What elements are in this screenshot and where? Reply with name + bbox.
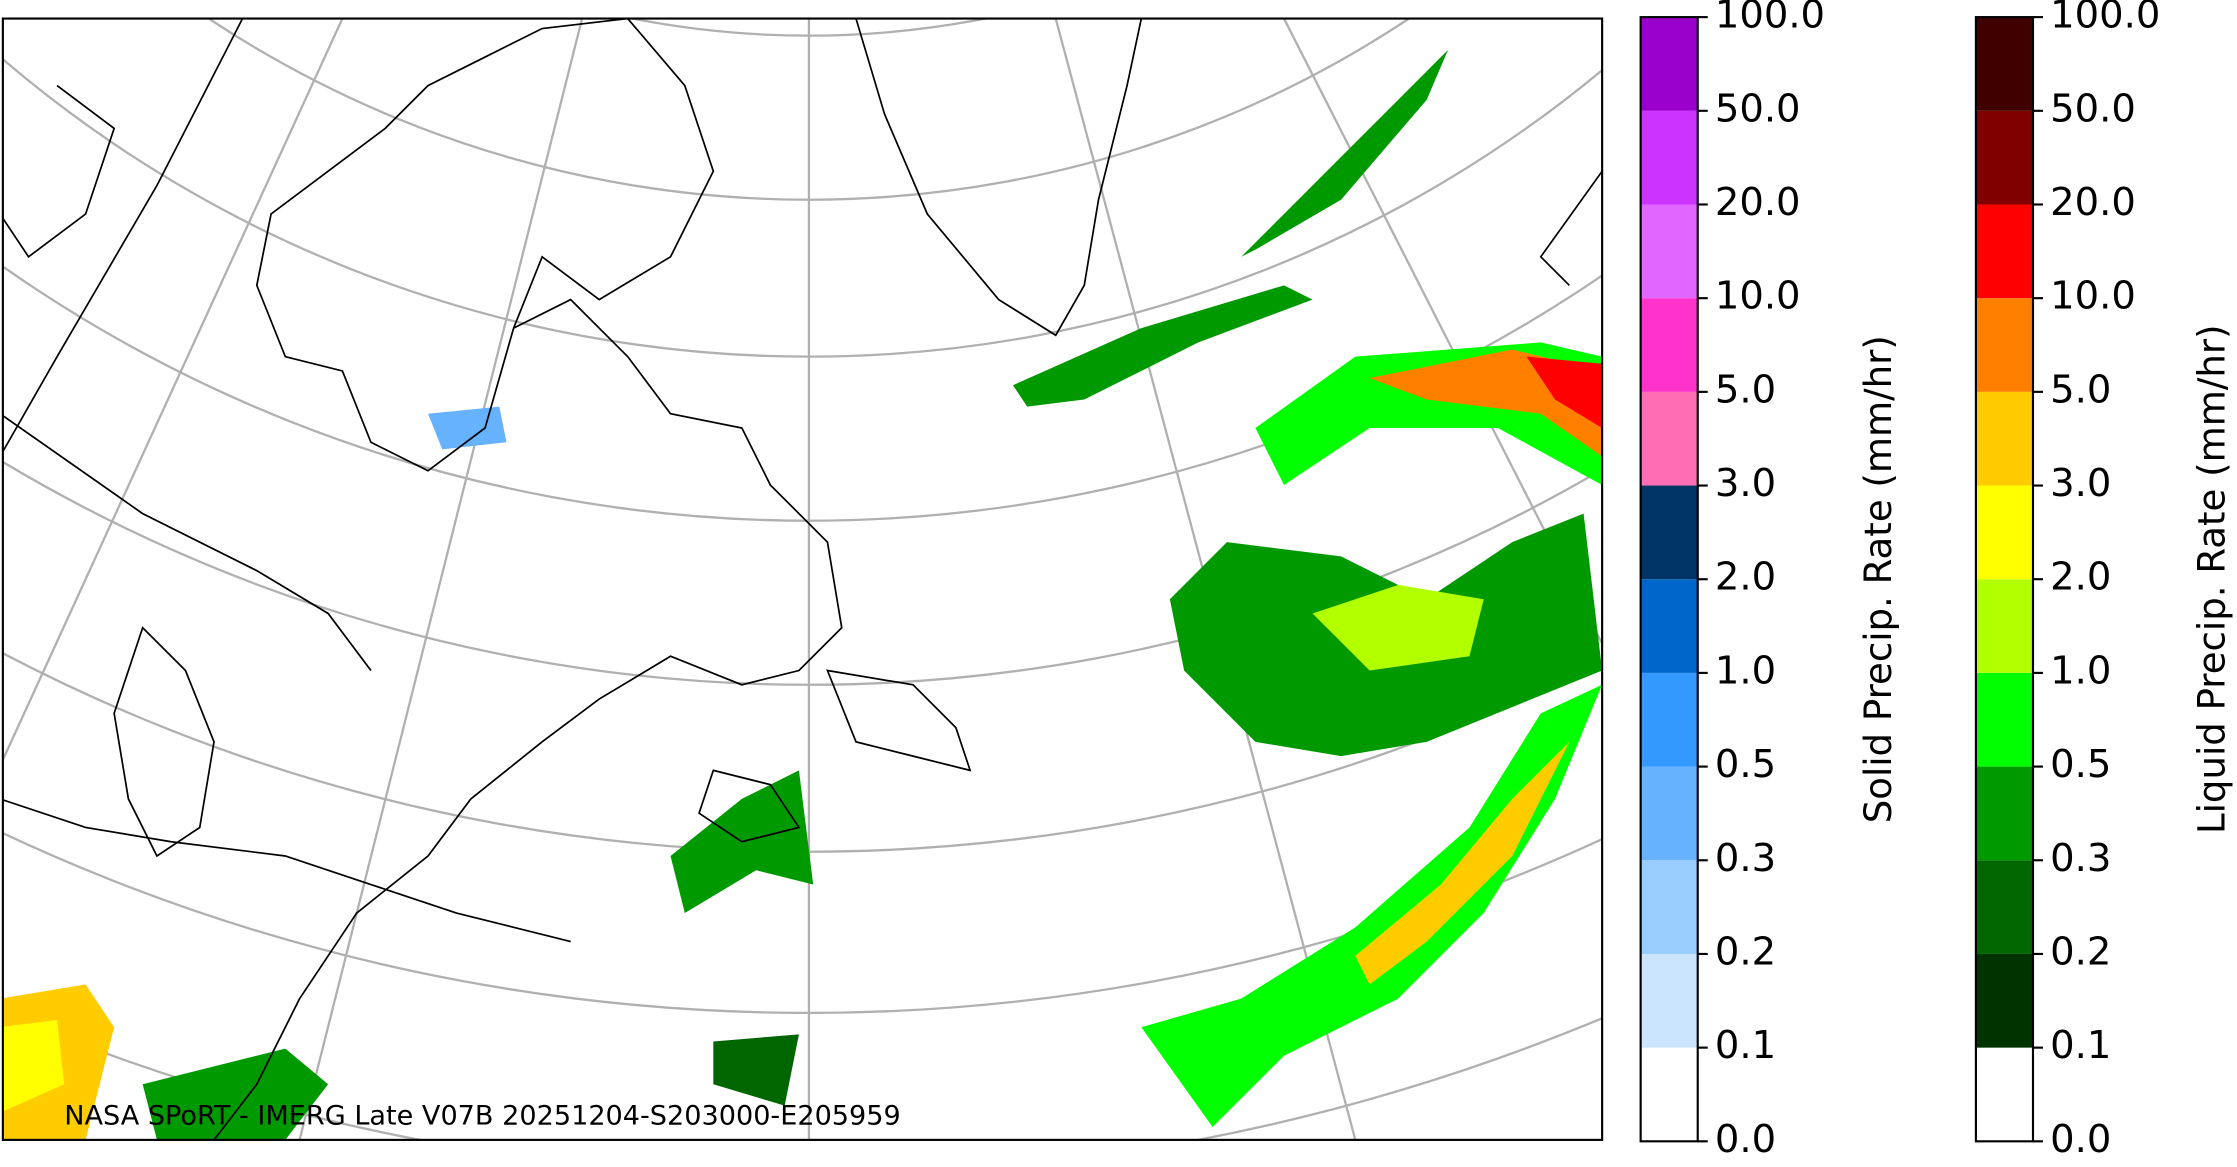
colorbar-segment bbox=[1640, 204, 1698, 299]
coastline bbox=[698, 769, 801, 843]
colorbar-tick-label: 0.0 bbox=[2050, 1117, 2111, 1162]
rain-area bbox=[142, 1048, 329, 1140]
colorbar-segment bbox=[1640, 17, 1698, 111]
map-caption: NASA SPoRT - IMERG Late V07B 20251204-S2… bbox=[64, 1101, 901, 1132]
coastline bbox=[2, 84, 116, 259]
colorbar-tick-label: 1.0 bbox=[2050, 648, 2111, 693]
colorbar-segment bbox=[1975, 110, 2033, 205]
colorbar-segment bbox=[1975, 485, 2033, 580]
coastline bbox=[826, 669, 972, 772]
colorbar-segment bbox=[1640, 579, 1698, 673]
rain-area bbox=[1012, 285, 1313, 407]
colorbar-segment bbox=[1640, 766, 1698, 861]
colorbar-segment bbox=[1640, 672, 1698, 767]
colorbar-tick-label: 10.0 bbox=[1715, 274, 1801, 319]
colorbar-tick-label: 10.0 bbox=[2050, 274, 2136, 319]
colorbar-tick-label: 20.0 bbox=[1715, 180, 1801, 225]
colorbar-segment bbox=[1640, 391, 1698, 486]
colorbar-label: Solid Precip. Rate (mm/hr) bbox=[1857, 335, 1900, 823]
meridian bbox=[298, 18, 584, 1140]
colorbar-tick-label: 0.0 bbox=[1715, 1117, 1776, 1162]
rain-area bbox=[1355, 741, 1570, 985]
colorbar-segment bbox=[1975, 1047, 2033, 1142]
colorbar-segment bbox=[1975, 953, 2033, 1048]
colorbar-tick-label: 3.0 bbox=[2050, 461, 2111, 506]
colorbar-tick-label: 5.0 bbox=[1715, 367, 1776, 412]
colorbar-tick-label: 0.5 bbox=[1715, 742, 1776, 787]
border bbox=[2, 798, 571, 943]
colorbar-segment bbox=[1975, 579, 2033, 673]
colorbar-segment bbox=[1975, 204, 2033, 299]
map-frame bbox=[1, 17, 1604, 1141]
rain-area bbox=[1526, 356, 1603, 428]
colorbar-tick-label: 2.0 bbox=[1715, 555, 1776, 600]
colorbar-tick-label: 50.0 bbox=[1715, 86, 1801, 131]
colorbar-segment bbox=[1975, 298, 2033, 392]
colorbars: 0.0 0.1 0.2 0.3 0.5 1.0 2.0 3.0 5.0 10.0 20.0 50.0 1… bbox=[1639, 0, 2234, 1162]
coastlines bbox=[2, 18, 1603, 1140]
coastline bbox=[855, 18, 1143, 337]
precipitation bbox=[2, 49, 1603, 1140]
lake bbox=[113, 626, 215, 858]
colorbar-tick-label: 50.0 bbox=[2050, 86, 2136, 131]
colorbar-segment bbox=[1640, 298, 1698, 392]
colorbar-segment bbox=[1640, 1047, 1698, 1142]
colorbar-segment bbox=[1975, 860, 2033, 954]
rain-area bbox=[1141, 684, 1603, 1128]
colorbar-tick-label: 100.0 bbox=[1715, 0, 1825, 38]
colorbar-tick-label: 1.0 bbox=[1715, 648, 1776, 693]
rain-area bbox=[2, 1020, 65, 1112]
coastline bbox=[255, 18, 715, 472]
colorbar-segment bbox=[1640, 860, 1698, 954]
colorbar-segment bbox=[1640, 110, 1698, 205]
colorbar-tick-label: 100.0 bbox=[2050, 0, 2160, 38]
rain-area bbox=[713, 1034, 799, 1106]
border bbox=[2, 18, 244, 454]
colorbar-segment bbox=[1975, 766, 2033, 861]
colorbar-tick-label: 0.5 bbox=[2050, 742, 2111, 787]
colorbar-segment bbox=[1640, 953, 1698, 1048]
colorbar-segment bbox=[1975, 17, 2033, 111]
meridian bbox=[2, 18, 344, 763]
colorbar-tick-label: 0.1 bbox=[2050, 1023, 2111, 1068]
coastline bbox=[1539, 170, 1603, 286]
colorbar-segment bbox=[1975, 672, 2033, 767]
colorbar-segment bbox=[1640, 485, 1698, 580]
colorbar-label: Liquid Precip. Rate (mm/hr) bbox=[2191, 324, 2234, 834]
colorbar-tick-label: 0.2 bbox=[1715, 929, 1776, 974]
colorbar-tick-label: 2.0 bbox=[2050, 555, 2111, 600]
coastline bbox=[213, 298, 843, 1140]
colorbar-tick-label: 0.1 bbox=[1715, 1023, 1776, 1068]
colorbar-tick-label: 0.3 bbox=[2050, 836, 2111, 881]
colorbar-tick-label: 0.2 bbox=[2050, 929, 2111, 974]
colorbar-tick-label: 5.0 bbox=[2050, 367, 2111, 412]
colorbar-tick-label: 3.0 bbox=[1715, 461, 1776, 506]
rain-area bbox=[1241, 49, 1449, 257]
snow-area bbox=[428, 406, 507, 450]
colorbar-tick-label: 20.0 bbox=[2050, 180, 2136, 225]
rain-area bbox=[1312, 584, 1484, 671]
colorbar-tick-label: 0.3 bbox=[1715, 836, 1776, 881]
colorbar-segment bbox=[1975, 391, 2033, 486]
border bbox=[2, 414, 372, 672]
